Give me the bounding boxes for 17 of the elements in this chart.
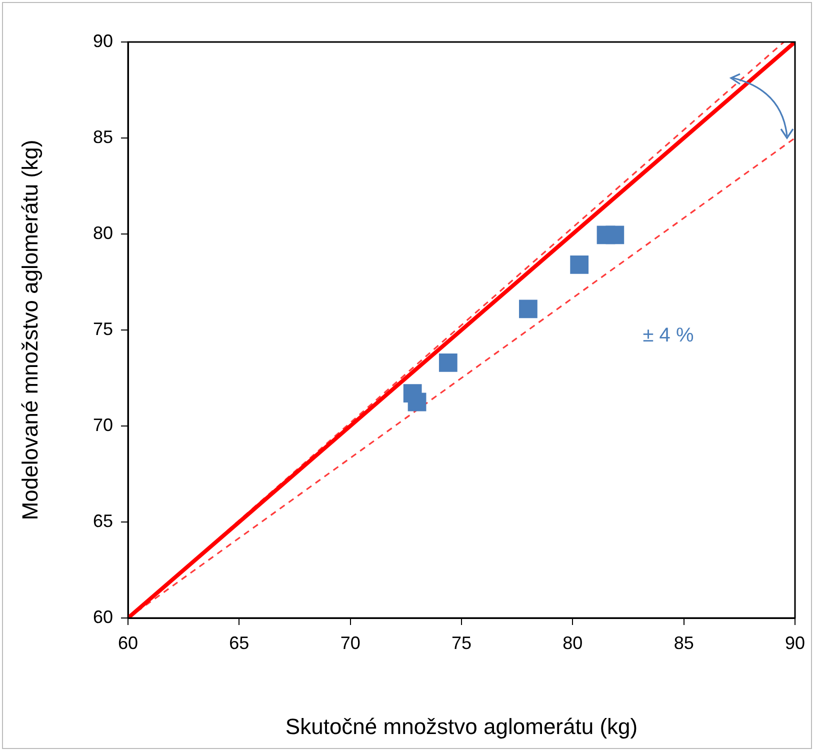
x-tick-label: 80	[562, 632, 583, 653]
y-tick-label: 70	[92, 414, 113, 435]
y-tick-label: 85	[92, 126, 113, 147]
x-tick-label: 85	[674, 632, 694, 653]
x-tick-label: 90	[784, 632, 806, 653]
y-tick-label: 75	[92, 318, 113, 339]
y-axis-title: Modelované množstvo aglomerátu (kg)	[17, 140, 42, 520]
x-tick-label: 75	[451, 632, 472, 653]
x-axis-title: Skutočné množstvo aglomerátu (kg)	[285, 714, 638, 739]
y-tick-label: 65	[92, 510, 113, 531]
y-tick-label: 60	[92, 606, 113, 627]
x-tick-label: 65	[229, 632, 250, 653]
x-tick-label: 60	[118, 632, 138, 653]
x-tick-label: 70	[340, 632, 360, 653]
annotation: ± 4 %	[642, 324, 694, 346]
y-tick-label: 80	[92, 222, 113, 243]
y-tick-label: 90	[92, 30, 113, 51]
